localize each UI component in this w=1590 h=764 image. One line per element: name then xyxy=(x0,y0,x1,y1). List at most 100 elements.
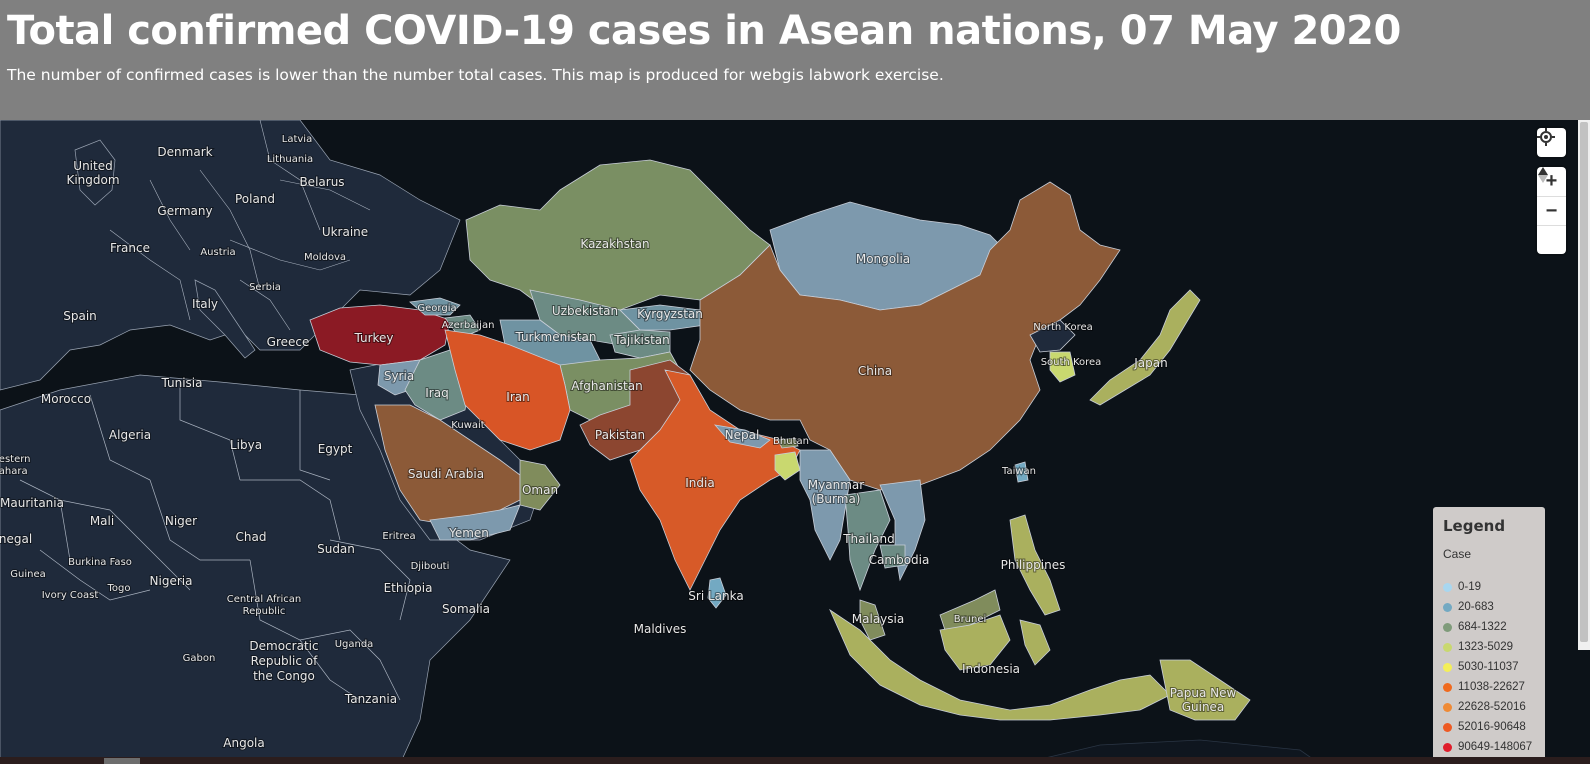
label-kuwait: Kuwait xyxy=(451,420,484,431)
map-labels: Latvia Denmark United Kingdom Lithuania … xyxy=(0,133,1237,751)
label-burma: (Burma) xyxy=(812,492,861,506)
label-maldives: Maldives xyxy=(634,622,687,636)
country-iran[interactable] xyxy=(444,329,571,451)
map-canvas[interactable]: Latvia Denmark United Kingdom Lithuania … xyxy=(0,120,1590,764)
label-myanmar: Myanmar xyxy=(808,478,864,492)
label-ukraine: Ukraine xyxy=(322,225,368,239)
country-north-korea[interactable] xyxy=(1029,319,1076,353)
label-mongolia: Mongolia xyxy=(856,252,910,266)
label-kyrgyzstan: Kyrgyzstan xyxy=(637,307,703,321)
country-indonesia-borneo[interactable] xyxy=(939,614,1011,671)
label-papua-new: Papua New xyxy=(1170,686,1237,700)
label-uzbekistan: Uzbekistan xyxy=(552,304,618,318)
label-republic-of: Republic of xyxy=(251,654,318,668)
country-bangladesh[interactable] xyxy=(774,451,801,481)
legend-swatch xyxy=(1443,702,1452,712)
country-turkey[interactable] xyxy=(309,304,451,366)
country-yemen[interactable] xyxy=(429,504,521,541)
compass-button[interactable] xyxy=(1537,167,1566,254)
label-senegal: Senegal xyxy=(0,532,32,546)
label-austria: Austria xyxy=(200,247,235,258)
label-belarus: Belarus xyxy=(299,175,344,189)
geolocate-button[interactable] xyxy=(1537,128,1566,157)
label-serbia: Serbia xyxy=(249,282,281,293)
label-eritrea: Eritrea xyxy=(382,531,415,542)
label-bhutan: Bhutan xyxy=(773,436,809,447)
country-south-korea[interactable] xyxy=(1049,351,1076,383)
country-myanmar[interactable] xyxy=(799,449,851,561)
label-mauritania: Mauritania xyxy=(0,496,64,510)
label-sahara: Sahara xyxy=(0,466,28,477)
country-malaysia[interactable] xyxy=(859,599,886,641)
label-latvia: Latvia xyxy=(282,134,312,145)
label-afghanistan: Afghanistan xyxy=(571,379,642,393)
label-tanzania: Tanzania xyxy=(344,692,397,706)
country-sri-lanka[interactable] xyxy=(707,577,727,609)
legend-label: 20-683 xyxy=(1458,601,1494,613)
label-tajikistan: Tajikistan xyxy=(613,333,670,347)
legend-row: 0-19 xyxy=(1443,577,1535,597)
country-thailand[interactable] xyxy=(844,489,891,592)
label-chad: Chad xyxy=(236,530,267,544)
label-iran: Iran xyxy=(506,390,529,404)
legend-panel: Legend Case 0-19 20-683 684-1322 1323-5029 5… xyxy=(1433,507,1545,764)
country-nepal[interactable] xyxy=(713,424,771,449)
legend-label: 22628-52016 xyxy=(1458,701,1526,713)
legend-label: 52016-90648 xyxy=(1458,721,1526,733)
label-central-african: Central African xyxy=(227,594,301,605)
label-japan: Japan xyxy=(1133,356,1167,370)
label-azerbaijan: Azerbaijan xyxy=(442,320,495,331)
map-svg[interactable]: Latvia Denmark United Kingdom Lithuania … xyxy=(0,120,1590,764)
legend-label: 11038-22627 xyxy=(1458,681,1525,693)
label-north-korea: North Korea xyxy=(1033,322,1093,333)
label-djibouti: Djibouti xyxy=(411,561,450,572)
label-thailand: Thailand xyxy=(842,532,895,546)
label-south-korea: South Korea xyxy=(1041,357,1102,368)
uk-land xyxy=(74,139,116,206)
label-iraq: Iraq xyxy=(425,386,448,400)
label-tunisia: Tunisia xyxy=(161,376,203,390)
label-taiwan: Taiwan xyxy=(1001,466,1036,477)
country-indonesia[interactable] xyxy=(829,608,1171,721)
legend-subtitle: Case xyxy=(1443,547,1472,561)
country-pakistan[interactable] xyxy=(579,359,691,461)
label-turkmenistan: Turkmenistan xyxy=(515,330,597,344)
legend-label: 90649-148067 xyxy=(1458,741,1533,753)
label-turkey: Turkey xyxy=(353,331,393,345)
zoom-out-button[interactable]: − xyxy=(1537,196,1566,225)
country-vietnam[interactable] xyxy=(879,479,926,582)
country-oman[interactable] xyxy=(519,459,561,511)
label-ivory-coast: Ivory Coast xyxy=(42,590,99,601)
navigation-control: + − xyxy=(1537,167,1566,254)
country-china[interactable] xyxy=(689,181,1121,491)
label-china: China xyxy=(858,364,892,378)
country-georgia[interactable] xyxy=(409,297,461,316)
scrollbar-thumb[interactable] xyxy=(1580,122,1588,642)
legend-items: 0-19 20-683 684-1322 1323-5029 5030-11037 110… xyxy=(1443,577,1535,757)
label-western: Western xyxy=(0,454,31,465)
vertical-scrollbar[interactable] xyxy=(1578,120,1590,650)
legend-label: 684-1322 xyxy=(1458,621,1507,633)
label-france: France xyxy=(110,241,150,255)
country-japan[interactable] xyxy=(1089,289,1201,406)
map-header: Total confirmed COVID-19 cases in Asean … xyxy=(0,0,1590,120)
label-niger: Niger xyxy=(165,514,197,528)
country-cambodia[interactable] xyxy=(879,544,906,569)
label-malaysia: Malaysia xyxy=(852,612,904,626)
country-indonesia-sulawesi[interactable] xyxy=(1019,619,1051,666)
country-papua-new-guinea[interactable] xyxy=(1159,659,1251,721)
zoom-in-button[interactable]: + xyxy=(1545,170,1558,192)
label-sri-lanka: Sri Lanka xyxy=(688,589,743,603)
page-subtitle: The number of confirmed cases is lower t… xyxy=(7,66,944,84)
label-nigeria: Nigeria xyxy=(150,574,193,588)
country-bhutan[interactable] xyxy=(777,437,799,449)
legend-swatch xyxy=(1443,722,1452,732)
page-title: Total confirmed COVID-19 cases in Asean … xyxy=(7,8,1401,54)
horizontal-scrollbar[interactable] xyxy=(0,757,1590,764)
country-taiwan[interactable] xyxy=(1014,461,1029,483)
country-philippines[interactable] xyxy=(1009,514,1061,616)
legend-swatch xyxy=(1443,742,1452,752)
legend-row: 5030-11037 xyxy=(1443,657,1535,677)
label-libya: Libya xyxy=(230,438,262,452)
horizontal-scrollbar-thumb[interactable] xyxy=(104,758,140,764)
